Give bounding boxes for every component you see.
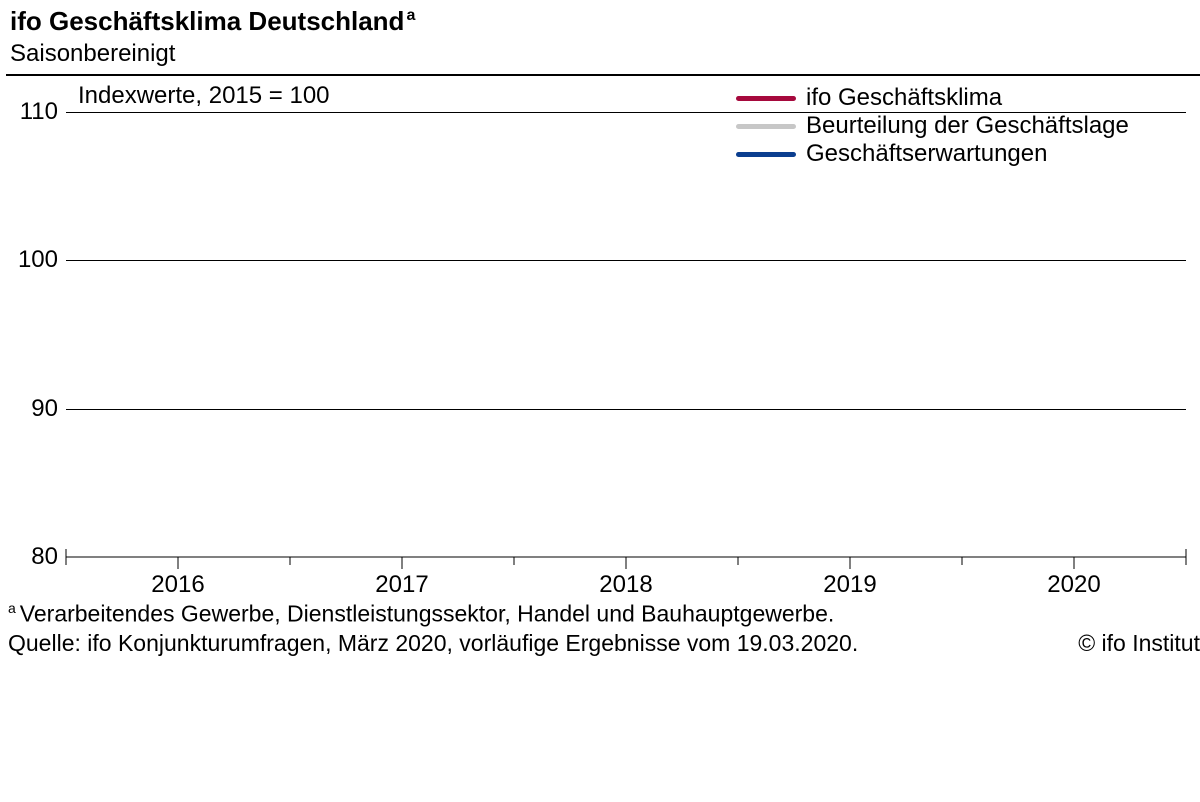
y-tick-label: 100 xyxy=(8,246,58,274)
legend-label: ifo Geschäftsklima xyxy=(806,84,1002,112)
footnote-text: Verarbeitendes Gewerbe, Dienstleistungss… xyxy=(20,601,834,627)
source-line: Quelle: ifo Konjunkturumfragen, März 202… xyxy=(8,630,858,657)
x-tick-label: 2018 xyxy=(599,571,652,599)
chart-root: ifo Geschäftsklima Deutschlanda Saisonbe… xyxy=(0,0,1200,802)
x-tick-label: 2017 xyxy=(375,571,428,599)
y-axis-note: Indexwerte, 2015 = 100 xyxy=(78,82,330,110)
footnote-superscript: a xyxy=(8,600,16,616)
gridline xyxy=(66,112,1186,113)
y-tick-label: 110 xyxy=(8,98,58,126)
chart-title-superscript: a xyxy=(406,7,415,24)
legend-item: ifo Geschäftsklima xyxy=(736,84,1129,112)
y-tick-label: 80 xyxy=(8,543,58,571)
copyright: © ifo Institut xyxy=(1078,630,1200,657)
gridline xyxy=(66,260,1186,261)
gridline xyxy=(66,409,1186,410)
chart-title: ifo Geschäftsklima Deutschlanda xyxy=(10,6,415,37)
legend-swatch xyxy=(736,96,796,101)
x-tick-label: 2020 xyxy=(1047,571,1100,599)
x-tick-label: 2016 xyxy=(151,571,204,599)
header-rule xyxy=(6,74,1200,76)
chart-title-text: ifo Geschäftsklima Deutschland xyxy=(10,6,404,36)
chart-subtitle: Saisonbereinigt xyxy=(10,40,175,68)
x-tick-label: 2019 xyxy=(823,571,876,599)
plot-area xyxy=(66,112,1186,557)
y-tick-label: 90 xyxy=(8,395,58,423)
footnote: aVerarbeitendes Gewerbe, Dienstleistungs… xyxy=(8,600,834,628)
